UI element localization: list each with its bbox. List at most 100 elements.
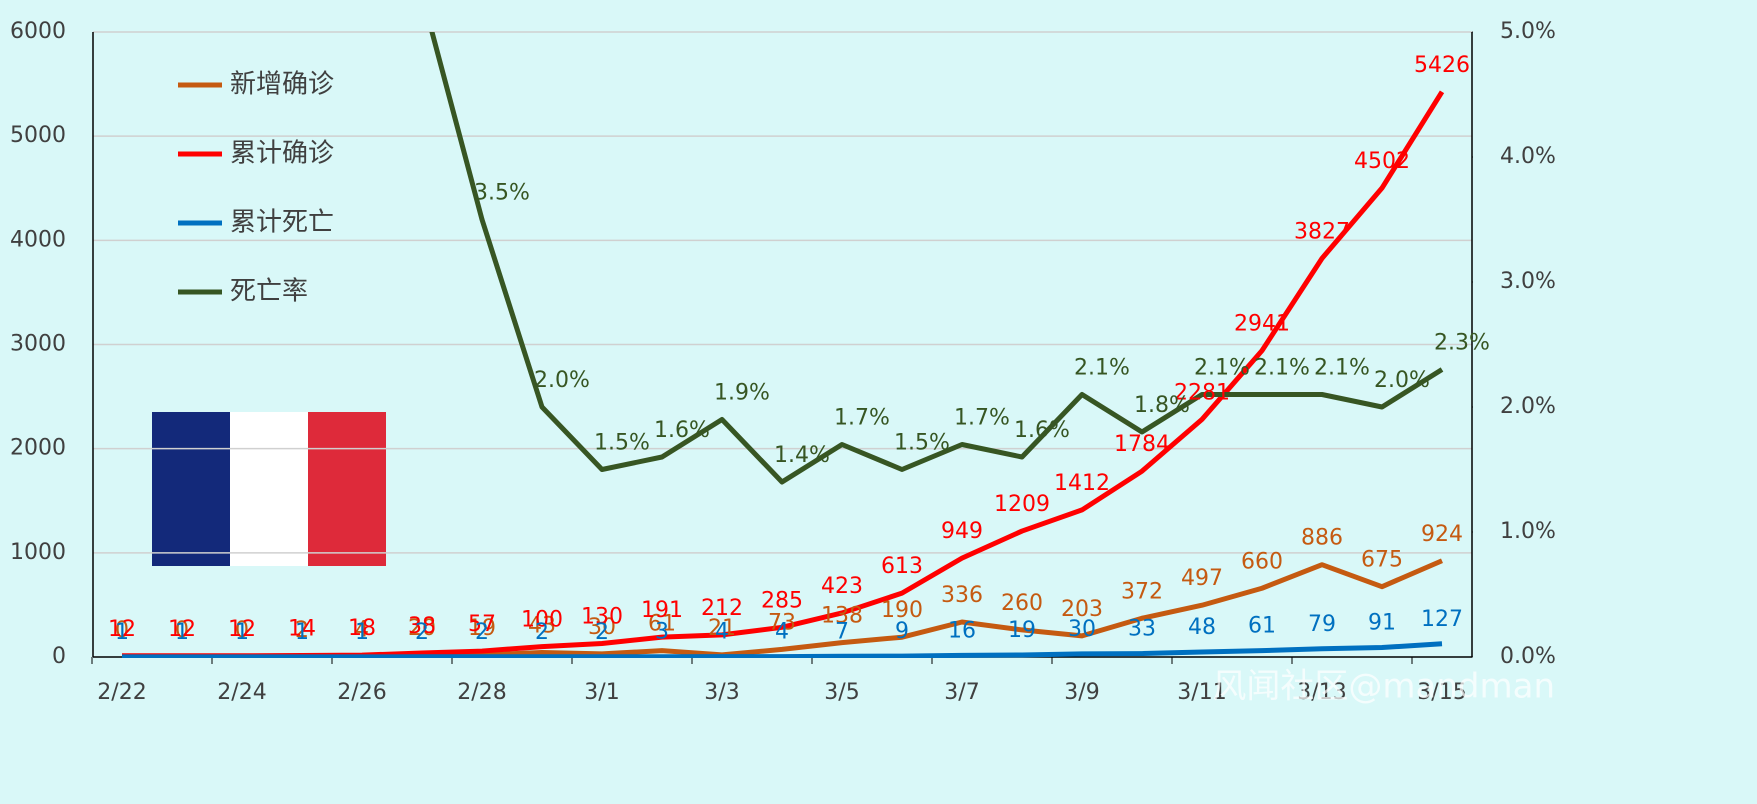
watermark: 风闻社区@mandman: [1212, 667, 1555, 707]
data-label: 5426: [1414, 53, 1470, 78]
data-label: 1.7%: [834, 406, 890, 431]
y2-tick-label: 1.0%: [1500, 519, 1556, 544]
data-label: 1: [355, 620, 369, 645]
data-label: 100: [521, 608, 563, 633]
data-label: 16: [948, 618, 976, 643]
data-label: 127: [1421, 607, 1463, 632]
data-label: 497: [1181, 566, 1223, 591]
data-label: 2.0%: [534, 368, 590, 393]
y2-tick-label: 4.0%: [1500, 144, 1556, 169]
flag-white: [230, 412, 308, 566]
x-tick-label: 3/7: [944, 680, 979, 705]
y-tick-label: 1000: [10, 540, 66, 565]
data-label: 12: [108, 617, 136, 642]
series-line: [122, 641, 1443, 658]
data-label: 336: [941, 583, 983, 608]
x-tick-label: 2/28: [457, 680, 506, 705]
data-label: 12: [168, 617, 196, 642]
x-tick-label: 3/11: [1177, 680, 1226, 705]
data-label: 1.6%: [1014, 418, 1070, 443]
data-label: 2.1%: [1074, 356, 1130, 381]
data-label: 4502: [1354, 149, 1410, 174]
data-label: 2.1%: [1194, 356, 1250, 381]
data-label: 2: [595, 620, 609, 645]
data-label: 48: [1188, 615, 1216, 640]
x-tick-label: 2/24: [217, 680, 266, 705]
data-label: 1.7%: [954, 406, 1010, 431]
x-tick-label: 2/26: [337, 680, 386, 705]
flag-red: [308, 412, 386, 566]
x-tick-label: 3/15: [1417, 680, 1466, 705]
data-label: 949: [941, 519, 983, 544]
data-label: 372: [1121, 579, 1163, 604]
data-label: 3.5%: [474, 181, 530, 206]
data-label: 1: [175, 620, 189, 645]
y-tick-label: 2000: [10, 436, 66, 461]
data-label: 38: [408, 614, 436, 639]
data-label: 61: [1248, 614, 1276, 639]
legend-label: 新增确诊: [230, 70, 334, 100]
data-label: 675: [1361, 548, 1403, 573]
x-tick-label: 2/22: [97, 680, 146, 705]
data-label: 2: [535, 620, 549, 645]
y2-tick-label: 0.0%: [1500, 644, 1556, 669]
data-label: 423: [821, 574, 863, 599]
data-label: 12: [228, 617, 256, 642]
plot-area: [122, 32, 1445, 658]
data-label: 191: [641, 598, 683, 623]
data-label: 130: [581, 604, 623, 629]
data-label: 1412: [1054, 471, 1110, 496]
x-tick-label: 3/3: [704, 680, 739, 705]
data-label: 0: [235, 618, 249, 643]
data-label: 2.0%: [1374, 368, 1430, 393]
flag-blue: [152, 412, 230, 566]
data-label: 20: [408, 616, 436, 641]
x-tick-label: 3/1: [584, 680, 619, 705]
data-label: 1.5%: [594, 431, 650, 456]
x-tick-label: 3/5: [824, 680, 859, 705]
y2-tick-label: 5.0%: [1500, 19, 1556, 44]
data-label: 2: [475, 620, 489, 645]
y-tick-label: 3000: [10, 332, 66, 357]
y-tick-label: 6000: [10, 19, 66, 44]
data-label: 18: [348, 616, 376, 641]
data-label: 2.1%: [1314, 356, 1370, 381]
data-label: 190: [881, 598, 923, 623]
data-label: 924: [1421, 522, 1463, 547]
data-label: 3: [655, 620, 669, 645]
y-tick-label: 5000: [10, 123, 66, 148]
data-label: 212: [701, 596, 743, 621]
data-label: 21: [708, 616, 736, 641]
data-label: 2.3%: [1434, 331, 1490, 356]
data-label: 91: [1368, 611, 1396, 636]
y2-tick-label: 2.0%: [1500, 394, 1556, 419]
legend-label: 死亡率: [230, 277, 308, 307]
data-label: 2: [415, 620, 429, 645]
data-label: 73: [768, 610, 796, 635]
data-label: 2: [295, 618, 309, 643]
data-label: 886: [1301, 526, 1343, 551]
data-label: 0: [175, 618, 189, 643]
data-label: 57: [468, 612, 496, 637]
data-label: 4: [775, 620, 789, 645]
data-label: 19: [1008, 618, 1036, 643]
data-label: 1.5%: [894, 431, 950, 456]
data-label: 1.6%: [654, 418, 710, 443]
data-label: 3827: [1294, 219, 1350, 244]
data-label: 660: [1241, 549, 1283, 574]
y2-tick-label: 3.0%: [1500, 269, 1556, 294]
data-label: 7: [835, 619, 849, 644]
data-label: 260: [1001, 591, 1043, 616]
data-label: 30: [1068, 617, 1096, 642]
data-label: 4: [355, 618, 369, 643]
flag: [152, 412, 386, 566]
data-label: 2941: [1234, 312, 1290, 337]
data-label: 2.1%: [1254, 356, 1310, 381]
data-label: 2281: [1174, 380, 1230, 405]
data-label: 30: [588, 615, 616, 640]
data-label: 14: [288, 617, 316, 642]
data-label: 285: [761, 588, 803, 613]
y-tick-label: 4000: [10, 227, 66, 252]
